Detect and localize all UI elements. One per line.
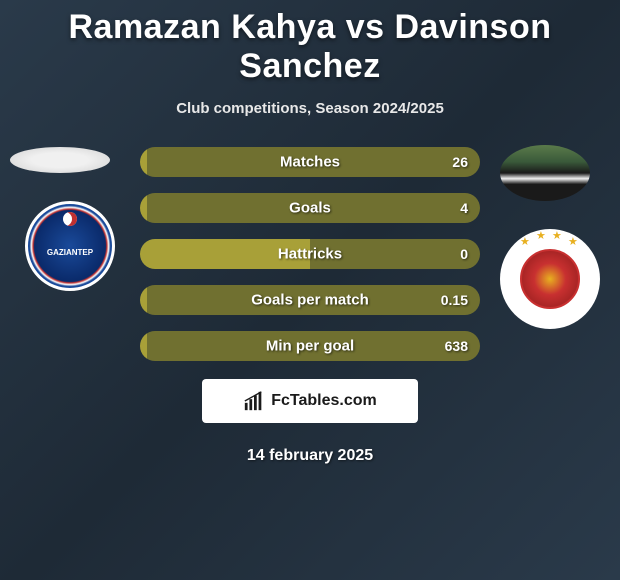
chart-icon	[243, 390, 265, 412]
club-right-inner-badge	[520, 249, 580, 309]
infographic-container: Ramazan Kahya vs Davinson Sanchez Club c…	[0, 0, 620, 465]
stat-value-right: 4	[460, 200, 468, 216]
star-icon: ★	[552, 229, 562, 242]
stats-area: GAZIANTEP ★ ★ ★ ★ Matches 26 Goals 4 Hattric…	[0, 147, 620, 361]
stat-value-right: 26	[452, 154, 468, 170]
player-right-photo	[500, 145, 590, 201]
branding-text: FcTables.com	[271, 392, 377, 410]
bar-left-segment	[140, 331, 147, 361]
star-icon: ★	[520, 235, 530, 248]
stat-label: Min per goal	[266, 338, 354, 355]
stat-row: Goals per match 0.15	[140, 285, 480, 315]
stat-label: Goals	[289, 200, 331, 217]
bar-left-segment	[140, 147, 147, 177]
stat-label: Goals per match	[251, 292, 369, 309]
bar-left-segment	[140, 285, 147, 315]
stat-row: Goals 4	[140, 193, 480, 223]
branding-badge[interactable]: FcTables.com	[202, 379, 418, 423]
stat-row: Hattricks 0	[140, 239, 480, 269]
date-text: 14 february 2025	[0, 447, 620, 465]
player-left-photo	[10, 147, 110, 173]
club-left-text: GAZIANTEP	[47, 249, 93, 257]
star-icon: ★	[568, 235, 578, 248]
stat-label: Hattricks	[278, 246, 342, 263]
club-left-logo: GAZIANTEP	[25, 201, 115, 291]
stat-row: Matches 26	[140, 147, 480, 177]
subtitle: Club competitions, Season 2024/2025	[0, 100, 620, 117]
stat-value-right: 0.15	[441, 292, 468, 308]
stat-row: Min per goal 638	[140, 331, 480, 361]
star-icon: ★	[536, 229, 546, 242]
crescent-icon	[63, 212, 77, 226]
club-right-logo: ★ ★ ★ ★	[500, 229, 600, 329]
stat-value-right: 0	[460, 246, 468, 262]
stat-label: Matches	[280, 154, 340, 171]
page-title: Ramazan Kahya vs Davinson Sanchez	[0, 8, 620, 86]
bar-left-segment	[140, 193, 147, 223]
stat-value-right: 638	[445, 338, 468, 354]
comparison-bars: Matches 26 Goals 4 Hattricks 0 Goals per match…	[140, 147, 480, 361]
